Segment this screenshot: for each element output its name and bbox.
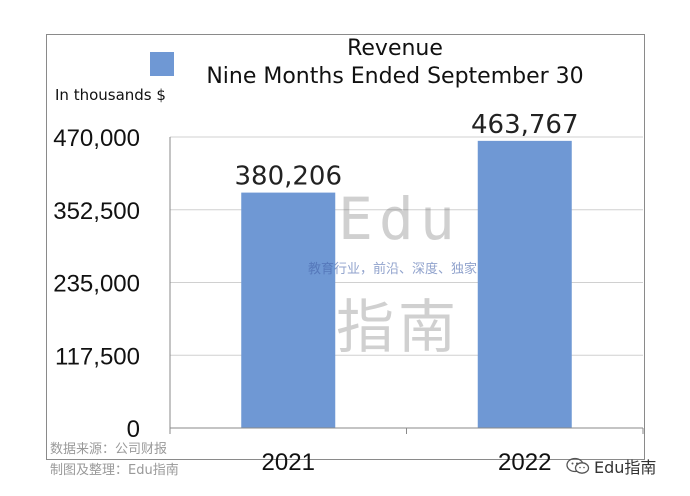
bar-value-label: 463,767 [471, 110, 579, 140]
bar-2022 [477, 140, 572, 428]
x-tick-label: 2022 [498, 449, 551, 476]
wechat-icon [566, 457, 590, 474]
watermark-edu: Edu [338, 185, 461, 253]
brand: Edu指南 [566, 454, 656, 478]
watermark-cn: 指南 [336, 293, 461, 361]
brand-label: Edu指南 [594, 458, 657, 477]
bar-2021 [241, 192, 336, 428]
chart-title: Revenue [347, 36, 443, 61]
x-tick-label: 2021 [262, 449, 315, 476]
source-note: 数据来源：公司财报 [50, 442, 168, 457]
watermark-tagline: 教育行业，前沿、深度、独家 [308, 262, 478, 277]
y-tick-label: 470,000 [53, 125, 140, 152]
chart-subtitle: Nine Months Ended September 30 [206, 64, 584, 89]
y-tick-label: 0 [127, 416, 140, 443]
y-tick-label: 235,000 [53, 271, 140, 298]
y-tick-label: 352,500 [53, 198, 140, 225]
y-tick-label: 117,500 [55, 343, 140, 370]
maker-note: 制图及整理：Edu指南 [50, 463, 179, 478]
bar-value-label: 380,206 [234, 162, 342, 192]
y-axis-unit-label: In thousands $ [55, 86, 166, 104]
legend-swatch [150, 52, 174, 76]
